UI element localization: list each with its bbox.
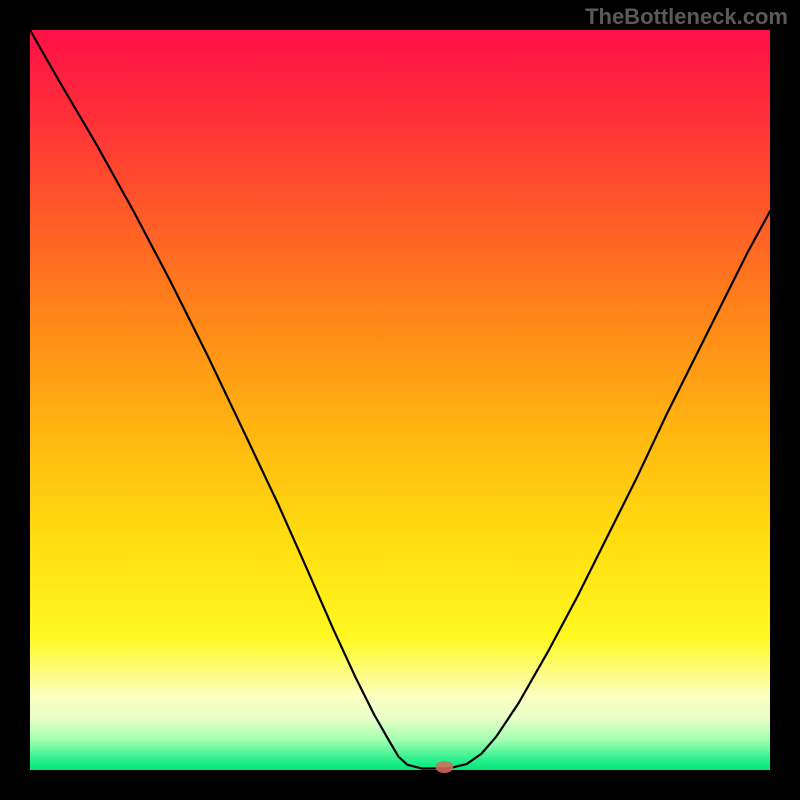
bottleneck-chart [0,0,800,800]
plot-background [30,30,770,770]
valley-marker [435,761,453,773]
chart-container: { "watermark": { "text": "TheBottleneck.… [0,0,800,800]
watermark-text: TheBottleneck.com [585,4,788,30]
